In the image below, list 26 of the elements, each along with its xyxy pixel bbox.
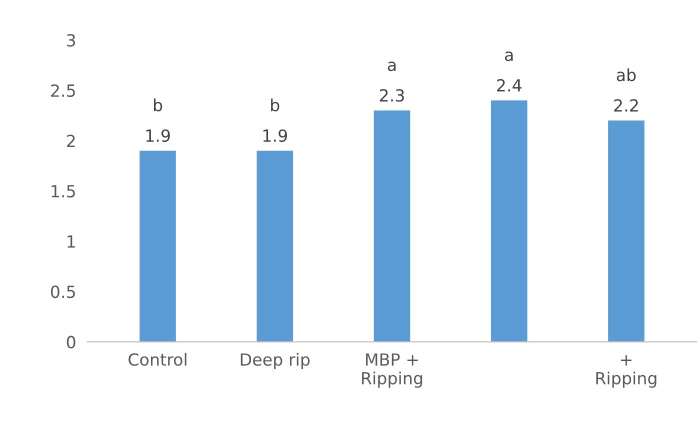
annotation: a [388,62,396,72]
bar [140,150,176,342]
annotation: a [505,52,513,62]
y-tick-label: 0 [66,336,76,348]
y-tick-label: 0.5 [50,285,75,298]
data-label: 1.9 [263,129,287,142]
bar [490,100,528,342]
bar [256,150,294,342]
data-label: 2.2 [614,99,638,112]
annotation: ab [616,68,636,82]
x-tick-label: MBP + Ripping [362,353,422,388]
y-tick-label: 1 [68,235,75,248]
annotation: b [271,98,280,112]
x-tick-label: + Ripping [596,355,656,388]
bar [608,120,644,342]
y-tick-label: 1.5 [52,185,75,198]
y-tick-label: 2.5 [51,84,75,97]
data-label: 2.3 [380,89,404,102]
annotation: b [154,98,162,112]
bar [374,110,410,342]
x-tick-label: Control [128,352,186,366]
y-tick-label: 2 [67,134,75,147]
data-label: 2.4 [497,79,522,92]
data-label: 1.9 [146,129,170,142]
y-tick-label: 3 [67,34,76,47]
x-tick-label: Deep rip [240,352,310,370]
